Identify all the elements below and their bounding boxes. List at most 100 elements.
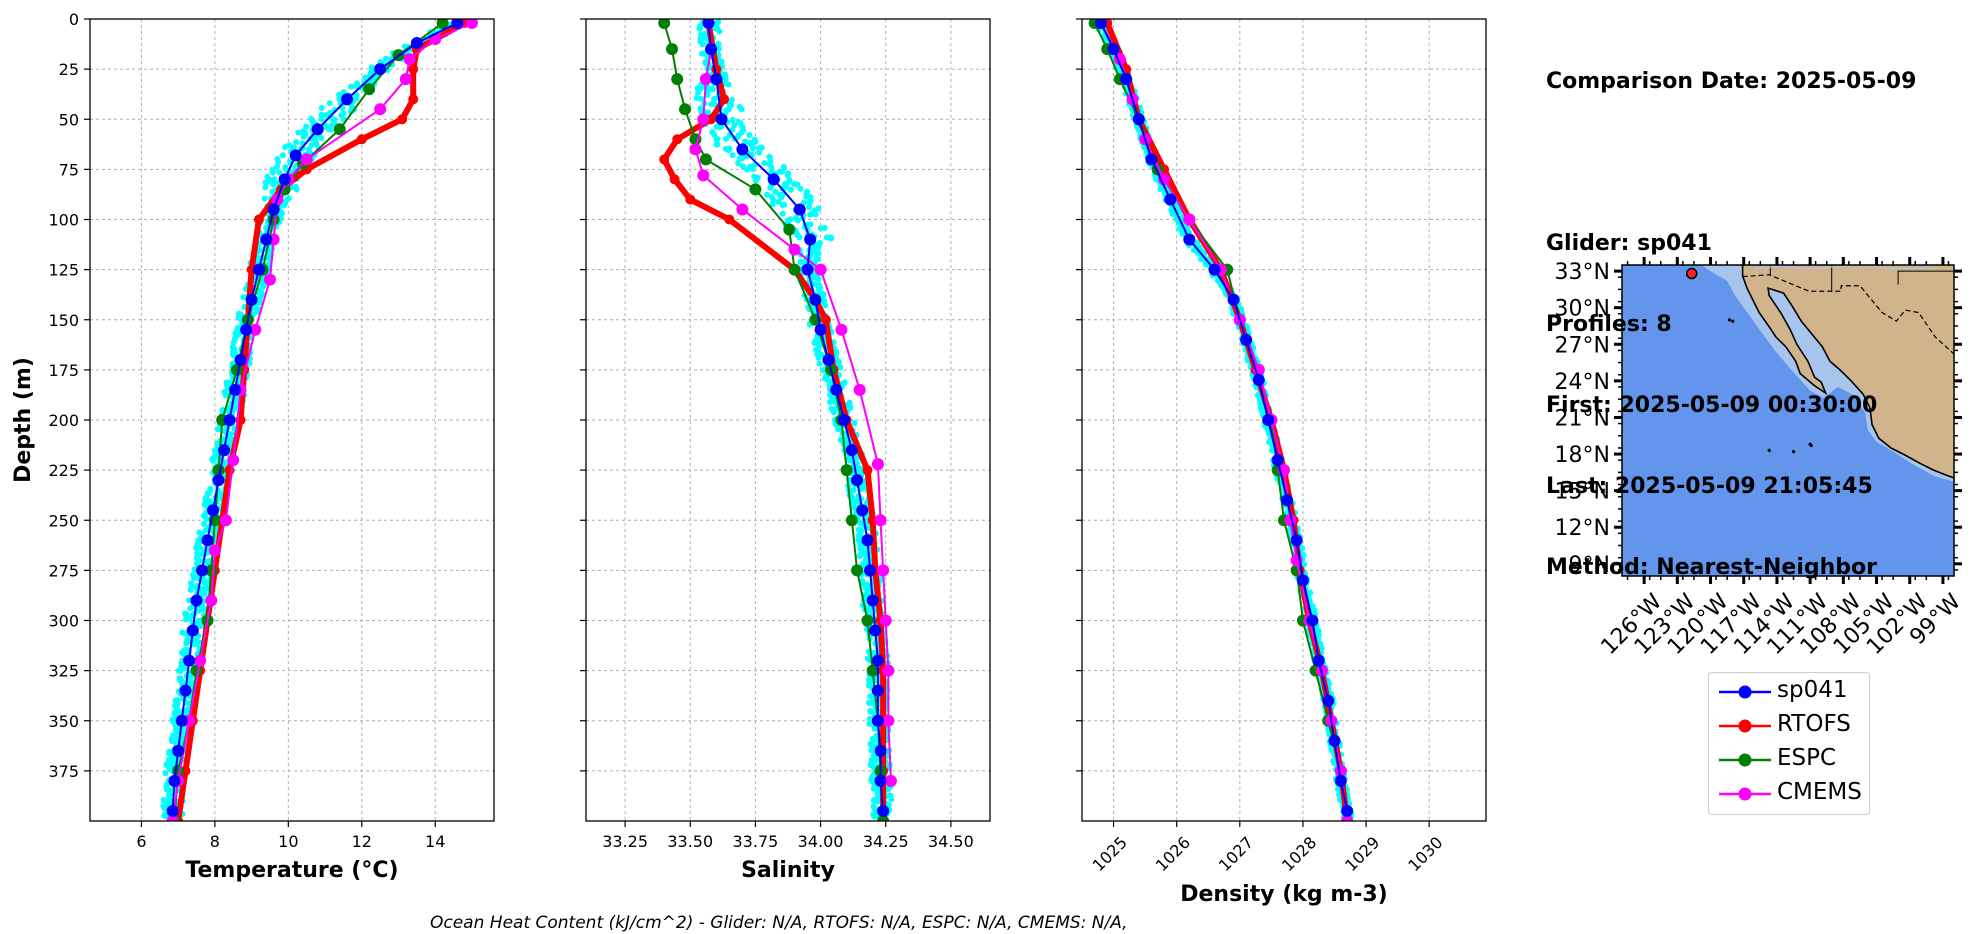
series-point-sp041 <box>1341 804 1354 817</box>
glider-raw-point <box>855 526 862 533</box>
glider-raw-point <box>318 135 325 142</box>
glider-raw-point <box>313 141 320 148</box>
series-point-sp041 <box>1164 193 1177 206</box>
series-point-cmems <box>465 19 478 30</box>
glider-raw-point <box>865 699 872 706</box>
series-line-cmems <box>1100 22 1349 821</box>
series-point-sp041 <box>1281 494 1294 507</box>
series-point-sp041 <box>245 293 258 306</box>
glider-raw-point <box>735 160 742 167</box>
series-point-sp041 <box>1306 614 1319 627</box>
glider-raw-point <box>1134 123 1141 130</box>
series-point-sp041 <box>410 37 423 50</box>
glider-raw-point <box>165 786 172 793</box>
glider-raw-point <box>331 119 338 126</box>
glider-raw-point <box>258 289 265 296</box>
glider-raw-point <box>293 139 300 146</box>
glider-raw-point <box>261 195 268 202</box>
glider-raw-point <box>778 194 785 201</box>
glider-raw-point <box>711 95 718 102</box>
series-point-cmems <box>814 263 827 276</box>
legend-label-cmems: CMEMS <box>1777 779 1862 805</box>
legend: sp041 RTOFS ESPC CMEMS <box>1708 672 1870 815</box>
series-point-rtofs <box>669 174 680 185</box>
glider-raw-point <box>303 123 310 130</box>
glider-raw-point <box>871 725 878 732</box>
glider-raw-point <box>830 409 837 416</box>
glider-raw-point <box>173 725 180 732</box>
land <box>1741 265 1954 479</box>
series-point-sp041 <box>1132 113 1145 126</box>
series-point-sp041 <box>341 93 354 106</box>
us-mexico-border <box>1742 274 1954 355</box>
glider-raw-point <box>816 240 823 247</box>
plot-area-density <box>1088 19 1355 821</box>
y-tick-label: 300 <box>48 612 79 631</box>
series-point-sp041 <box>861 534 874 547</box>
glider-raw-point <box>726 145 733 152</box>
glider-raw-point <box>161 805 168 812</box>
series-point-rtofs <box>672 134 683 145</box>
series-point-sp041 <box>212 474 225 487</box>
series-line-cmems <box>171 22 473 821</box>
glider-raw-point <box>262 184 269 191</box>
glider-raw-point <box>811 339 818 346</box>
series-point-sp041 <box>1262 414 1275 426</box>
series-point-cmems <box>699 73 712 86</box>
x-tick-label-salinity: 34.50 <box>928 832 974 851</box>
series-point-sp041 <box>830 383 843 396</box>
glider-raw-point <box>809 209 816 216</box>
island <box>1731 319 1735 323</box>
glider-raw-point <box>796 234 803 241</box>
glider-raw-point <box>276 169 283 176</box>
glider-raw-point <box>815 354 822 361</box>
glider-raw-point <box>735 118 742 125</box>
glider-raw-point <box>235 314 242 321</box>
series-espc-density <box>1088 19 1354 821</box>
legend-swatch-cmems <box>1719 787 1771 801</box>
y-tick-label: 75 <box>59 160 79 179</box>
river <box>1754 265 1932 270</box>
series-point-sp041 <box>1328 734 1341 747</box>
series-point-sp041 <box>186 624 199 637</box>
glider-raw-point <box>178 649 185 656</box>
series-point-sp041 <box>822 353 835 366</box>
glider-raw-point <box>1157 185 1164 192</box>
series-point-sp041 <box>166 804 179 817</box>
series-point-cmems <box>399 73 412 86</box>
series-point-cmems <box>227 454 240 467</box>
series-point-cmems <box>208 544 221 557</box>
series-point-sp041 <box>877 804 890 817</box>
glider-raw-point <box>264 173 271 180</box>
panel-salinity: 33.25 33.50 33.75 34.00 34.25 34.50 Salinity <box>580 18 991 883</box>
glider-raw-point <box>264 178 271 185</box>
y-tick-label: 250 <box>48 511 79 530</box>
glider-raw-point <box>709 129 716 136</box>
glider-raw-point <box>309 142 316 149</box>
x-tick-label-salinity: 34.00 <box>798 832 844 851</box>
series-point-cmems <box>1158 173 1171 186</box>
legend-item-rtofs: RTOFS <box>1709 707 1869 741</box>
glider-raw-point <box>322 112 329 119</box>
x-tick-label-salinity: 34.25 <box>863 832 909 851</box>
legend-item-cmems: CMEMS <box>1709 775 1869 809</box>
series-point-espc <box>851 564 864 577</box>
y-tick-label: 125 <box>48 261 79 280</box>
series-point-cmems <box>689 143 702 156</box>
series-point-espc <box>671 73 684 86</box>
series-point-rtofs <box>253 214 264 225</box>
plot-area-salinity <box>658 19 897 821</box>
glider-raw-point <box>823 234 830 241</box>
series-point-rtofs <box>356 134 367 145</box>
series-point-sp041 <box>218 444 231 457</box>
series-point-sp041 <box>814 323 827 336</box>
series-point-espc <box>783 223 796 236</box>
glider-raw-point <box>282 198 289 205</box>
series-point-sp041 <box>1120 73 1133 86</box>
series-point-sp041 <box>289 149 302 162</box>
series-point-sp041 <box>871 714 884 727</box>
legend-item-espc: ESPC <box>1709 741 1869 775</box>
glider-raw-point <box>761 159 768 166</box>
state-border <box>1897 270 1954 285</box>
